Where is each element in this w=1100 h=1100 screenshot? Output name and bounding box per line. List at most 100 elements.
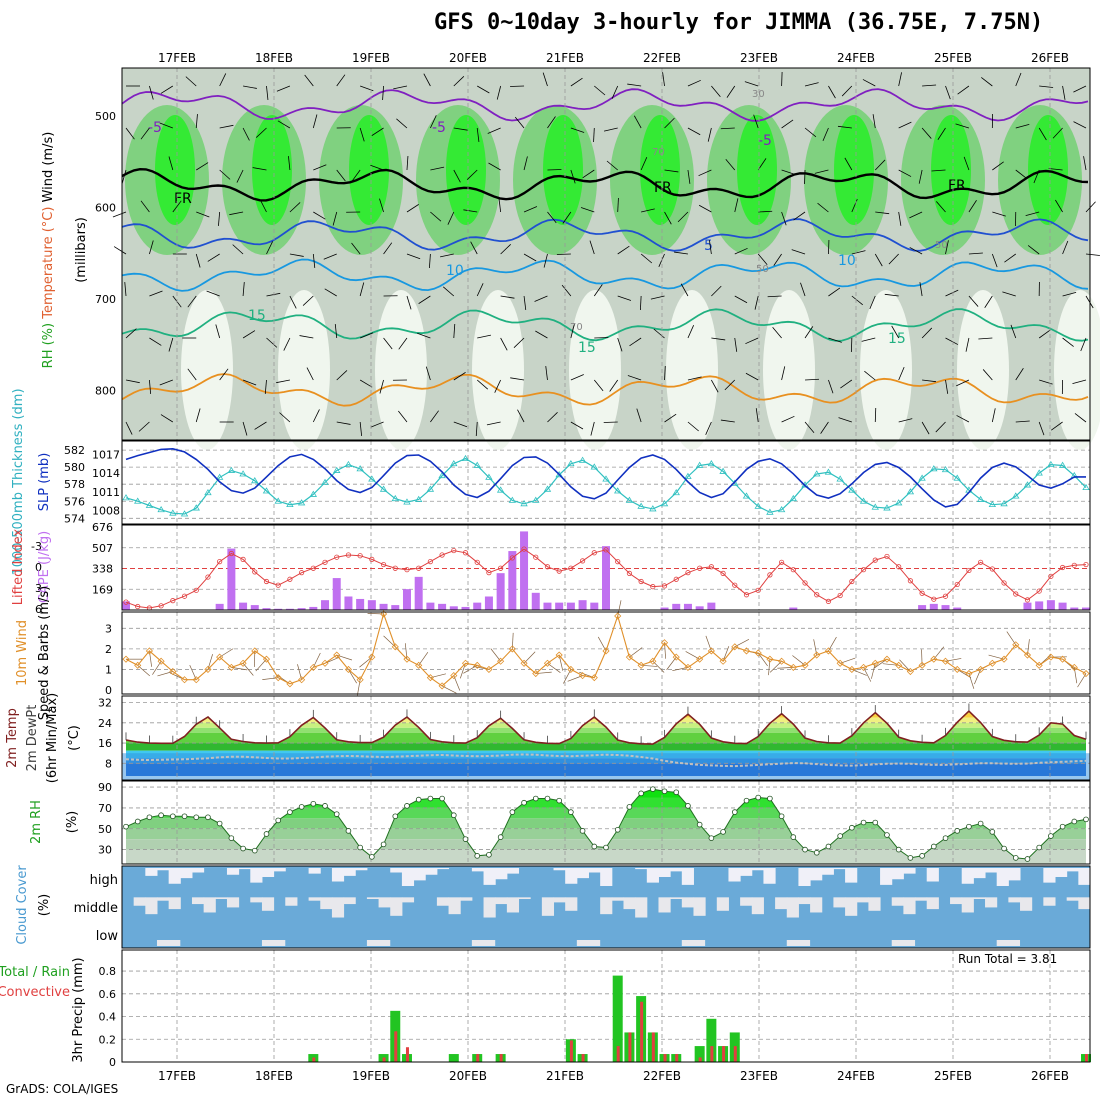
thickness-point: [403, 498, 411, 505]
wind-barb: [243, 85, 257, 89]
wind-barb: [861, 337, 876, 342]
cloud-high: [996, 868, 1009, 887]
cape-bar: [672, 603, 681, 610]
footer-credit: GrADS: COLA/IGES: [6, 1082, 119, 1096]
wind-speed-point: [883, 655, 891, 663]
rh-point: [696, 821, 703, 828]
precip-convective-bar: [312, 1057, 316, 1062]
thickness-point: [988, 500, 997, 508]
wind-speed-point: [918, 661, 926, 669]
temp-band: [126, 717, 1086, 723]
wind-speed-point: [438, 682, 446, 690]
wind-barb: [891, 325, 900, 339]
cloud-low: [996, 940, 1021, 946]
wind-barb: [664, 117, 675, 129]
wind-speed-point: [555, 651, 563, 659]
wind-barb: [664, 211, 672, 225]
wind-speed-point: [508, 645, 516, 653]
wind-barb: [757, 158, 767, 171]
cloud-middle: [670, 897, 683, 900]
wind-barb: [805, 378, 820, 381]
thickness-point: [976, 495, 985, 502]
contour-label: 15: [248, 308, 266, 324]
temperature-contour: [121, 308, 1089, 342]
wind-barb: [304, 74, 314, 87]
wind-barb: [898, 169, 912, 177]
cloud-low: [891, 940, 916, 946]
wind-barb: [875, 211, 890, 215]
cloud-high: [670, 868, 683, 872]
wind-barb: [570, 169, 576, 184]
wind-barb: [219, 368, 229, 381]
cloud-panel: [122, 866, 1091, 948]
cape-bar: [929, 603, 938, 610]
rh-area: [737, 115, 777, 225]
wind-speed-point: [157, 657, 165, 665]
wind-barb: [1080, 337, 1087, 352]
wind-barb: [662, 72, 665, 87]
cloud-high: [471, 868, 485, 872]
thickness-point: [532, 496, 540, 503]
wind-barb: [744, 81, 759, 87]
cloud-middle: [401, 897, 415, 903]
y-tick-label-left: 580: [64, 461, 85, 474]
wind-barb: [757, 652, 768, 667]
cloud-middle: [215, 897, 228, 900]
wind-barb: [542, 72, 548, 87]
wind-barb: [242, 379, 257, 386]
rh-point: [310, 800, 317, 807]
cloud-high: [261, 868, 275, 878]
lifted-index-point: [287, 576, 293, 582]
cloud-middle: [448, 897, 461, 915]
lifted-index-point: [673, 576, 679, 582]
wind-barb: [523, 206, 538, 213]
cloud-middle: [156, 897, 170, 901]
wind-barb: [593, 127, 595, 143]
rh-area: [472, 290, 524, 450]
wind-speed-point: [216, 653, 224, 661]
wind-barb: [215, 324, 221, 339]
rh-point: [392, 813, 399, 820]
cloud-middle: [775, 897, 788, 910]
cloud-low: [366, 940, 391, 946]
cape-bar: [508, 551, 517, 610]
wind-barb: [336, 370, 348, 381]
thickness-point: [274, 497, 282, 504]
wind-barb: [1033, 169, 1040, 184]
wind-barb: [753, 114, 759, 129]
wind-barb: [611, 85, 619, 99]
wind-barb: [641, 208, 655, 213]
wind-barb: [617, 197, 619, 213]
wind-barb: [898, 418, 913, 423]
wind-barb: [698, 169, 712, 177]
rh-point: [240, 845, 246, 852]
wind-barb: [773, 253, 782, 266]
cloud-low: [576, 940, 601, 946]
lifted-index-point: [263, 578, 270, 585]
wind-barb: [547, 116, 556, 129]
wind-speed-point: [344, 665, 353, 674]
lifted-index-point: [486, 570, 492, 576]
contour-label: 50: [935, 240, 948, 251]
precip-convective-bar: [1085, 1054, 1088, 1062]
wind-barb: [769, 660, 782, 673]
thickness-point: [169, 509, 177, 516]
wind-barb: [754, 295, 759, 310]
rh-point: [1059, 823, 1066, 830]
cloud-low: [261, 940, 286, 946]
precip-convective-bar: [710, 1046, 714, 1062]
y-tick-label: 0.6: [99, 988, 117, 1001]
lifted-index-point: [392, 565, 398, 571]
lifted-index-point: [509, 555, 515, 561]
wind-barb: [289, 295, 297, 309]
cape-bar: [695, 606, 704, 610]
thickness-point: [1082, 483, 1090, 491]
thickness-point: [578, 456, 587, 463]
cloud-high: [821, 868, 834, 875]
wind-barb: [277, 120, 291, 129]
lifted-index-point: [521, 546, 527, 552]
thickness-point: [930, 465, 938, 472]
rh-point: [790, 834, 797, 840]
lifted-index-point: [135, 603, 141, 610]
rh-point: [661, 788, 668, 795]
